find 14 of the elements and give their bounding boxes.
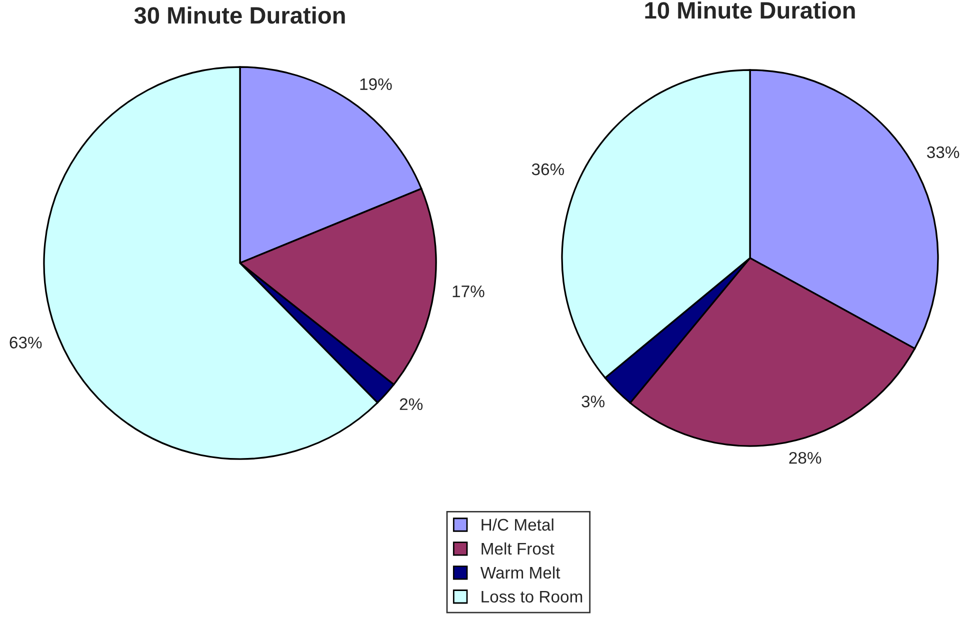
legend-label: Loss to Room (482, 590, 582, 603)
legend-label: Melt Frost (482, 542, 554, 555)
data-label: 28% (789, 452, 822, 464)
data-label: 3% (582, 396, 605, 408)
data-label: 19% (360, 78, 392, 90)
data-label: 36% (532, 163, 564, 176)
data-label: 63% (10, 336, 42, 348)
data-label: 33% (927, 146, 960, 158)
chart-title: 10 Minute Duration (645, 1, 855, 19)
data-label: 2% (400, 398, 423, 410)
legend-label: Warm Melt (480, 566, 560, 579)
data-label: 17% (452, 286, 484, 298)
chart-title: 30 Minute Duration (134, 6, 345, 24)
legend-label: H/C Metal (482, 518, 554, 531)
